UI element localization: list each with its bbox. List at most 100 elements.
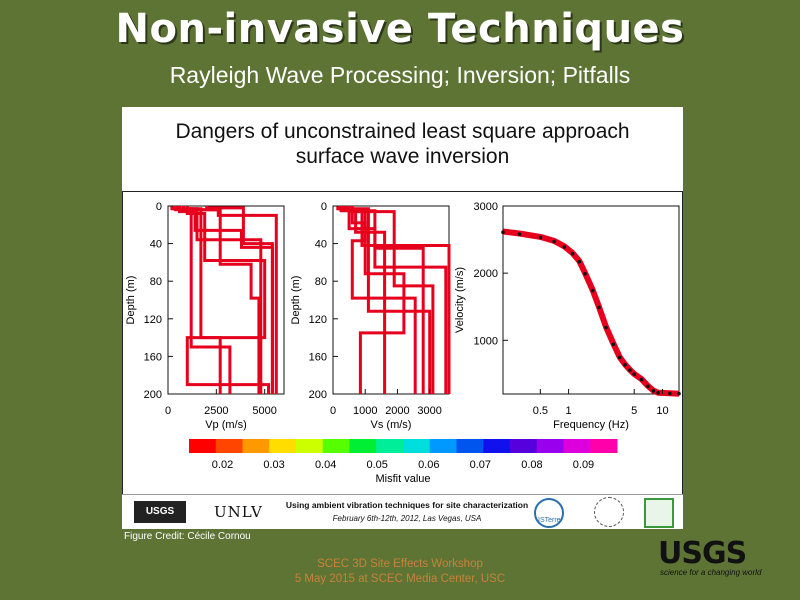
misfit-colorbar-swatch	[242, 439, 270, 453]
dispersion-curve-xlabel: Frequency (Hz)	[553, 419, 629, 431]
university-seal-logo	[594, 497, 624, 527]
dispersion-curve-xtick-label: 0.5	[533, 405, 548, 417]
misfit-colorbar-swatch	[349, 439, 377, 453]
vp-profile-ytick-label: 120	[144, 314, 162, 326]
misfit-colorbar-swatch	[322, 439, 350, 453]
dispersion-curve-ytick-label: 3000	[474, 201, 498, 213]
isterre-label: ISTerre	[538, 517, 561, 524]
usgs-small-logo: USGS	[134, 501, 186, 523]
vs-profile-model-6	[342, 206, 387, 394]
vp-profile-xtick-label: 2500	[204, 405, 228, 417]
misfit-colorbar-tick-label: 0.07	[470, 459, 491, 471]
vp-profile-frame	[167, 205, 285, 395]
dispersion-curve-xtick-label: 5	[631, 405, 637, 417]
panel-title-line-1: Dangers of unconstrained least square ap…	[175, 120, 630, 143]
vs-profile-ytick-label: 200	[309, 389, 327, 401]
dispersion-curve-observed-point	[552, 239, 556, 244]
vs-profile-xtick-label: 3000	[417, 405, 441, 417]
workshop-name: SCEC 3D Site Effects Workshop	[317, 558, 483, 570]
misfit-colorbar-tick-label: 0.03	[263, 459, 284, 471]
unlv-logo: UNLV	[214, 503, 263, 521]
vp-profile-model-5	[185, 206, 270, 394]
figure-credit: Figure Credit: Cécile Cornou	[124, 531, 251, 542]
misfit-colorbar-swatch	[590, 439, 618, 453]
vs-profile-ytick-label: 160	[309, 351, 327, 363]
misfit-colorbar-swatch	[403, 439, 431, 453]
vp-profile-model-1	[170, 206, 263, 394]
dispersion-curve-xtick-label: 1	[566, 405, 572, 417]
misfit-colorbar-tick-label: 0.05	[367, 459, 388, 471]
usgs-logo-mark: USGS	[658, 536, 747, 571]
dispersion-curve-observed-point	[583, 272, 587, 276]
dispersion-curve-ytick-label: 2000	[474, 268, 498, 280]
vs-profile-ylabel: Depth (m)	[290, 276, 302, 325]
workshop-date: February 6th-12th, 2012, Las Vegas, USA	[332, 514, 482, 523]
vp-profile-xtick-label: 5000	[252, 405, 276, 417]
panel-title-line-2: surface wave inversion	[295, 145, 510, 168]
dispersion-curve-observed-point	[604, 325, 608, 330]
dispersion-curve-observed-point	[632, 372, 636, 376]
vs-profile-ytick-label: 40	[315, 239, 327, 251]
vp-profile-ytick-label: 0	[156, 201, 162, 213]
dispersion-curve-observed-point	[577, 259, 582, 264]
usgs-logo: USGS science for a changing world	[658, 536, 770, 584]
misfit-colorbar-swatch	[215, 439, 243, 453]
vp-profile-model-7	[205, 206, 274, 394]
misfit-colorbar-swatch	[510, 439, 538, 453]
misfit-colorbar-swatch	[429, 439, 457, 453]
vp-profile-xtick-label: 0	[165, 405, 171, 417]
dispersion-curve-observed-point	[628, 368, 632, 372]
workshop-venue: 5 May 2015 at SCEC Media Center, USC	[294, 573, 506, 585]
vs-profile-xtick-label: 1000	[353, 405, 377, 417]
dispersion-curve-ylabel: Velocity (m/s)	[454, 267, 466, 333]
dispersion-curve-observed-point	[611, 342, 616, 347]
misfit-colorbar-swatch	[483, 439, 511, 453]
dispersion-curve-observed-point	[517, 232, 522, 236]
vp-profile-xlabel: Vp (m/s)	[205, 419, 247, 431]
dispersion-curve-observed-point	[651, 389, 656, 393]
vs-profile-ytick-label: 0	[321, 201, 327, 213]
misfit-colorbar-label: Misfit value	[375, 473, 430, 485]
misfit-colorbar-tick-label: 0.09	[573, 459, 594, 471]
dispersion-curve-model-band	[502, 228, 680, 397]
vs-profile-ytick-label: 120	[309, 314, 327, 326]
misfit-colorbar-tick-label: 0.04	[315, 459, 336, 471]
vp-profile-ylabel: Depth (m)	[125, 276, 137, 325]
misfit-colorbar-tick-label: 0.08	[521, 459, 542, 471]
dispersion-curve-observed-point	[538, 235, 543, 240]
dispersion-curve-xtick-label: 10	[656, 405, 668, 417]
vp-profile-ytick-label: 160	[144, 351, 162, 363]
dispersion-curve-observed-point	[656, 391, 660, 395]
dispersion-curve-observed-point	[623, 363, 627, 367]
dispersion-curve-observed-point	[617, 355, 622, 360]
dispersion-curve-observed-point	[597, 305, 601, 310]
dispersion-curve-ytick-label: 1000	[474, 335, 498, 347]
dispersion-curve-observed-point	[501, 230, 505, 234]
dispersion-curve-observed-point	[562, 245, 567, 249]
figure-frame: 0 40 80 120 160 200 0 2500 5000 Vp (m/s) Depth (m)…	[122, 191, 683, 495]
slide-title: Non-invasive Techniques	[115, 6, 685, 52]
dispersion-curve-observed-point	[668, 391, 672, 396]
vs-profile-xtick-label: 0	[330, 405, 336, 417]
usgs-logo-tagline: science for a changing world	[660, 568, 762, 577]
misfit-colorbar-swatch	[296, 439, 324, 453]
vs-profile-model-4	[337, 206, 432, 394]
misfit-colorbar-tick-label: 0.02	[212, 459, 233, 471]
misfit-colorbar-swatch	[376, 439, 404, 453]
dispersion-curve-observed-point	[646, 384, 650, 389]
slide-subtitle: Rayleigh Wave Processing; Inversion; Pit…	[169, 62, 631, 88]
vs-profile-model-7	[350, 206, 435, 394]
vp-profile-model-6	[176, 206, 232, 394]
misfit-colorbar-tick-label: 0.06	[418, 459, 439, 471]
dispersion-curve-frame	[502, 205, 680, 395]
vp-profile-ytick-label: 200	[144, 389, 162, 401]
figure-panel: Dangers of unconstrained least square ap…	[122, 107, 683, 529]
panel-title: Dangers of unconstrained least square ap…	[122, 119, 683, 169]
vp-profile-ytick-label: 80	[150, 276, 162, 288]
vs-profile-ytick-label: 80	[315, 276, 327, 288]
isterre-logo	[534, 498, 564, 528]
vs-profile-xlabel: Vs (m/s)	[371, 419, 412, 431]
misfit-colorbar-swatch	[563, 439, 591, 453]
dispersion-curve-observed-point	[590, 288, 595, 293]
